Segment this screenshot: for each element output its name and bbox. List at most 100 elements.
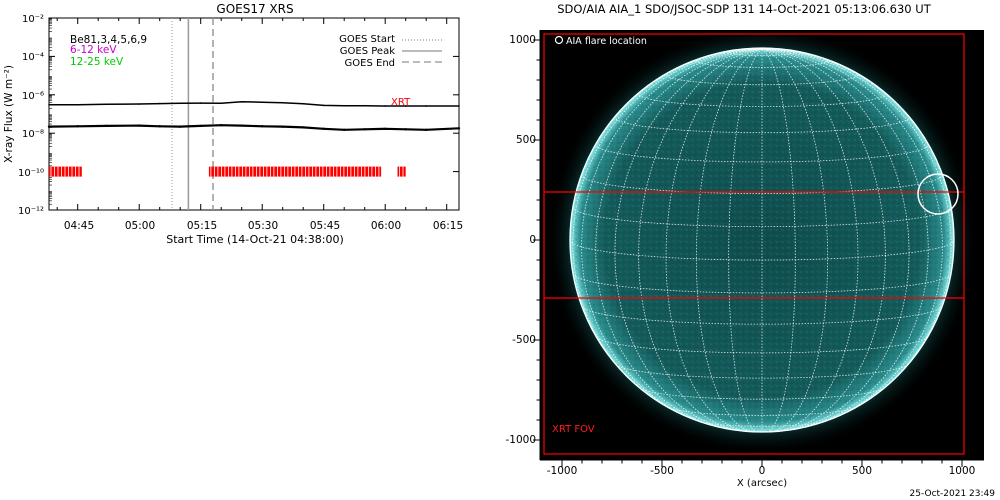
longitude-line: [761, 48, 952, 405]
goes-y-ticks: 10⁻¹² 10⁻¹⁰ 10⁻⁸ 10⁻⁶ 10⁻⁴ 10⁻²: [18, 14, 44, 217]
series-point: [363, 104, 366, 107]
aia-x-axis-label: X (arcsec): [737, 478, 787, 489]
series-point: [322, 104, 325, 107]
series-point: [105, 103, 108, 106]
series-point: [261, 125, 264, 128]
series-point: [404, 128, 407, 131]
latitude-line: [614, 116, 910, 134]
band-label-be: Be81,3,4,5,6,9: [70, 34, 147, 46]
series-point: [179, 125, 182, 128]
latitude-line: [695, 58, 829, 68]
flare-legend-label: AIA flare location: [566, 36, 647, 47]
longitude-line: [595, 48, 763, 430]
y-tick-label: 10⁻⁴: [22, 52, 44, 63]
x-tick-label: 05:45: [310, 220, 340, 232]
longitude-line: [761, 48, 886, 432]
flare-location-circle: [917, 173, 959, 215]
xrt-series-label: XRT: [391, 97, 411, 108]
aia-tick-marks: [533, 30, 984, 467]
series-point: [384, 105, 387, 107]
latitude-line: [667, 407, 857, 416]
flare-legend: AIA flare location: [554, 35, 647, 47]
x-tick-label: 06:15: [433, 220, 463, 232]
series-point: [199, 124, 202, 128]
y-tick-label: 10⁻²: [22, 14, 44, 25]
series-point: [404, 105, 407, 107]
series-line-2: [48, 124, 460, 131]
goes-x-axis-label: Start Time (14-Oct-21 04:38:00): [166, 233, 344, 246]
series-point: [105, 124, 108, 128]
goes-plot-area: [48, 17, 460, 211]
goes-y-axis-label: X-ray Flux (W m⁻²): [3, 65, 15, 163]
goes-xrs-chart: GOES17 XRS X-ray Flux (W m⁻²) Start Time…: [3, 2, 463, 246]
x-tick-label: 05:00: [125, 220, 155, 232]
x-tick-label: 05:15: [187, 220, 217, 232]
y-tick-label: 10⁻⁸: [22, 129, 44, 140]
series-point: [261, 101, 264, 104]
y-tick-label: 0: [529, 234, 536, 246]
x-tick-label: 05:30: [248, 220, 278, 232]
latitude-line: [572, 273, 952, 294]
longitude-line: [572, 48, 763, 405]
series-point: [281, 101, 284, 104]
goes-tick-marks: [49, 17, 459, 211]
band-labels: Be81,3,4,5,6,9 6-12 keV 12-25 keV: [70, 34, 147, 68]
series-point: [240, 124, 243, 127]
xrt-fov-box: [543, 33, 965, 455]
heliographic-grid: [569, 47, 955, 433]
series-point: [240, 101, 243, 103]
longitude-line: [638, 48, 763, 432]
series-point: [199, 102, 202, 104]
latitude-line: [665, 72, 859, 86]
solar-limb: [569, 47, 955, 433]
longitude-line: [761, 48, 943, 425]
series-point: [302, 126, 305, 129]
longitude-line: [761, 48, 859, 432]
aia-title: SDO/AIA AIA_1 SDO/JSOC-SDP 131 14-Oct-20…: [557, 2, 931, 16]
series-point: [47, 125, 51, 128]
goes-x-ticks: 04:45 05:00 05:15 05:30 05:45 06:00 06:1…: [64, 220, 463, 232]
goes-legend: GOES Start GOES Peak GOES End: [339, 34, 442, 69]
longitude-line: [695, 48, 763, 433]
series-point: [220, 124, 223, 127]
legend-label-peak: GOES Peak: [340, 46, 395, 57]
series-point: [343, 104, 346, 107]
latitude-line: [639, 387, 885, 400]
longitude-line: [665, 48, 763, 432]
aia-y-ticks: 1000 500 0 -500 -1000: [505, 34, 536, 446]
y-tick-label: -1000: [505, 434, 536, 446]
xrt-fov-outer: [543, 33, 965, 455]
x-tick-label: 04:45: [64, 220, 94, 232]
band-label-6-12: 6-12 keV: [70, 44, 117, 56]
series-point: [457, 127, 461, 130]
x-tick-label: 1000: [949, 465, 976, 477]
y-tick-label: 500: [516, 134, 536, 146]
x-tick-label: 0: [759, 465, 766, 477]
series-point: [425, 128, 428, 132]
legend-label-end: GOES End: [345, 58, 395, 69]
series-point: [158, 125, 161, 128]
y-tick-label: 1000: [509, 34, 536, 46]
latitude-line: [615, 363, 909, 379]
series-point: [458, 105, 460, 107]
aia-image-chart: SDO/AIA AIA_1 SDO/JSOC-SDP 131 14-Oct-20…: [505, 2, 995, 499]
series-point: [425, 105, 428, 107]
series-point: [343, 128, 346, 132]
x-tick-label: -1000: [547, 465, 578, 477]
series-point: [302, 102, 305, 105]
series-point: [220, 102, 222, 105]
series-point: [76, 104, 79, 106]
aia-x-ticks: -1000 -500 0 500 1000: [547, 465, 976, 477]
longitude-line: [761, 48, 829, 433]
series-point: [281, 125, 284, 128]
y-tick-label: 10⁻¹²: [18, 206, 44, 217]
series-point: [179, 102, 181, 105]
goes-event-lines: [171, 18, 214, 210]
longitude-line: [761, 48, 929, 430]
longitude-line: [581, 48, 763, 425]
series-point: [138, 124, 141, 127]
longitude-line: [728, 48, 763, 433]
x-tick-label: -500: [650, 465, 674, 477]
series-point: [363, 128, 366, 131]
x-tick-label: 06:00: [371, 220, 401, 232]
